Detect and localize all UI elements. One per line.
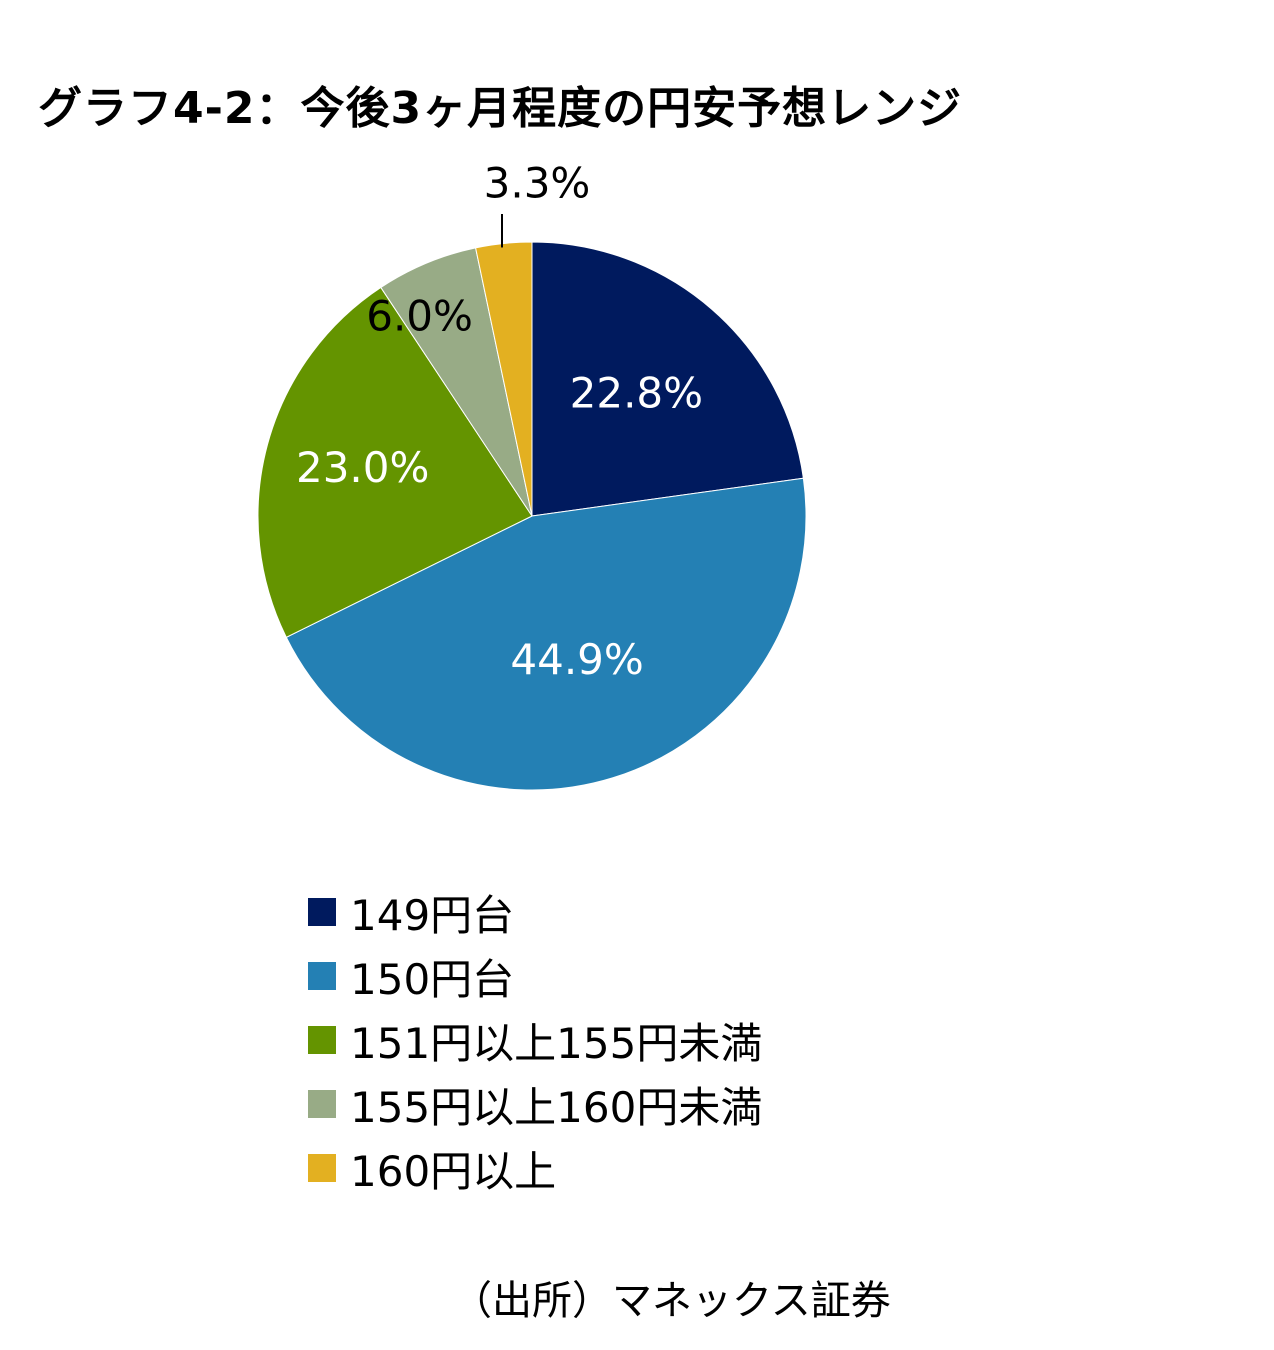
legend-swatch-151-155 [308,1026,336,1054]
legend-swatch-149 [308,898,336,926]
legend-label-160-plus: 160円以上 [350,1146,557,1196]
data-label-149: 22.8% [570,369,703,418]
data-label-151-155: 23.0% [296,443,429,492]
pie-slice-149 [531,241,804,517]
legend-label-155-160: 155円以上160円未満 [350,1082,763,1132]
legend-label-150: 150円台 [350,954,515,1004]
data-label-160-plus: 3.3% [484,159,591,208]
legend-item-160-plus: 160円以上 [308,1136,762,1200]
legend-item-155-160: 155円以上160円未満 [308,1072,762,1136]
legend-swatch-150 [308,962,336,990]
legend-swatch-155-160 [308,1090,336,1118]
legend-swatch-160-plus [308,1154,336,1182]
legend-item-150: 150円台 [308,944,762,1008]
legend-label-149: 149円台 [350,890,515,940]
pie-slice-150 [285,477,807,791]
pie-slice-160-plus [475,241,533,517]
legend-item-151-155: 151円以上155円未満 [308,1008,762,1072]
source-note: （出所）マネックス証券 [452,1278,891,1324]
legend-item-149: 149円台 [308,880,762,944]
pie-slice-151-155 [257,286,533,638]
data-label-155-160: 6.0% [366,291,473,340]
data-label-150: 44.9% [510,635,643,684]
legend: 149円台 150円台 151円以上155円未満 155円以上160円未満 16… [308,880,762,1200]
chart-title: グラフ4-2：今後3ヶ月程度の円安予想レンジ [38,83,963,134]
legend-label-151-155: 151円以上155円未満 [350,1018,763,1068]
